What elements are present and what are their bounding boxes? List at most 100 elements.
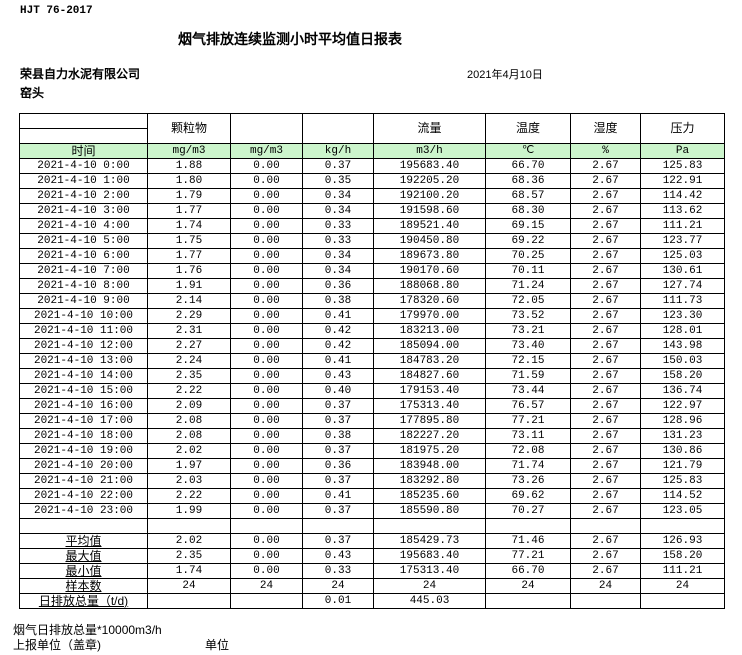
unit-flow: m3/h [373, 143, 486, 159]
table-cell: 111.21 [640, 218, 725, 234]
table-cell: 0.37 [302, 413, 374, 429]
table-cell: 2021-4-10 17:00 [19, 413, 148, 429]
table-cell: 24 [147, 578, 231, 594]
table-cell: 2.14 [147, 293, 231, 309]
table-cell: 1.77 [147, 203, 231, 219]
table-cell: 190450.80 [373, 233, 486, 249]
table-cell [485, 518, 571, 534]
table-cell: 2.03 [147, 473, 231, 489]
table-cell: 0.37 [302, 158, 374, 174]
table-cell: 190170.60 [373, 263, 486, 279]
table-cell: 0.34 [302, 248, 374, 264]
summary-row: 样本数 24 24 24 24 24 24 24 [19, 578, 725, 594]
table-cell: 0.00 [230, 203, 303, 219]
table-cell: 2021-4-10 14:00 [19, 368, 148, 384]
table-cell: 2.67 [570, 458, 641, 474]
table-row: 2021-4-10 19:00 2.02 0.00 0.37 181975.20 72.0… [19, 443, 725, 459]
table-cell: 2.67 [570, 263, 641, 279]
table-cell: 2021-4-10 19:00 [19, 443, 148, 459]
table-cell: 445.03 [373, 593, 486, 609]
table-cell: 2.67 [570, 398, 641, 414]
table-row: 2021-4-10 21:00 2.03 0.00 0.37 183292.80 73.2… [19, 473, 725, 489]
table-cell: 183213.00 [373, 323, 486, 339]
table-cell: 2.67 [570, 503, 641, 519]
table-cell: 24 [640, 578, 725, 594]
table-cell: 184783.20 [373, 353, 486, 369]
unit-particulate: mg/m3 [147, 143, 231, 159]
table-cell: 191598.60 [373, 203, 486, 219]
table-cell: 0.00 [230, 248, 303, 264]
table-cell: 2021-4-10 0:00 [19, 158, 148, 174]
table-cell [373, 518, 486, 534]
summary-row: 最小值 1.74 0.00 0.33 175313.40 66.70 2.67 111.21 [19, 563, 725, 579]
unit-temperature: ℃ [485, 143, 571, 159]
table-cell: 2.24 [147, 353, 231, 369]
table-cell: 0.34 [302, 203, 374, 219]
table-cell: 2021-4-10 3:00 [19, 203, 148, 219]
table-cell: 2021-4-10 10:00 [19, 308, 148, 324]
table-cell: 0.00 [230, 293, 303, 309]
table-cell: 1.91 [147, 278, 231, 294]
table-cell: 0.00 [230, 533, 303, 549]
company-name: 荣县自力水泥有限公司 [20, 67, 141, 81]
table-cell: 77.21 [485, 548, 571, 564]
table-row: 2021-4-10 1:00 1.80 0.00 0.35 192205.20 68.36… [19, 173, 725, 189]
table-cell: 182227.20 [373, 428, 486, 444]
table-row: 2021-4-10 9:00 2.14 0.00 0.38 178320.60 72.05… [19, 293, 725, 309]
table-cell: 0.00 [230, 563, 303, 579]
table-cell: 2021-4-10 9:00 [19, 293, 148, 309]
table-cell: 1.74 [147, 563, 231, 579]
table-cell: 2.35 [147, 548, 231, 564]
table-cell: 71.46 [485, 533, 571, 549]
table-cell: 0.33 [302, 218, 374, 234]
table-cell [19, 518, 148, 534]
table-cell: 122.91 [640, 173, 725, 189]
table-cell: 185590.80 [373, 503, 486, 519]
table-cell: 2021-4-10 8:00 [19, 278, 148, 294]
column-header-blank-3 [302, 113, 374, 144]
table-cell: 123.30 [640, 308, 725, 324]
table-cell: 123.05 [640, 503, 725, 519]
table-cell: 0.00 [230, 263, 303, 279]
table-cell: 2021-4-10 22:00 [19, 488, 148, 504]
table-cell: 0.38 [302, 293, 374, 309]
table-cell: 24 [570, 578, 641, 594]
table-cell: 0.00 [230, 458, 303, 474]
table-cell: 0.34 [302, 188, 374, 204]
table-cell: 最小值 [19, 563, 148, 579]
unit-label: 单位 [205, 638, 230, 652]
table-cell: 0.37 [302, 533, 374, 549]
column-header-particulate: 颗粒物 [147, 113, 231, 144]
table-cell: 183292.80 [373, 473, 486, 489]
table-row: 2021-4-10 4:00 1.74 0.00 0.33 189521.40 69.15… [19, 218, 725, 234]
table-cell: 0.00 [230, 173, 303, 189]
empty-row [19, 518, 725, 534]
table-cell: 126.93 [640, 533, 725, 549]
table-cell: 0.00 [230, 398, 303, 414]
table-cell: 158.20 [640, 548, 725, 564]
table-cell [640, 518, 725, 534]
table-cell: 2.67 [570, 308, 641, 324]
table-cell: 2.67 [570, 203, 641, 219]
table-cell: 0.41 [302, 308, 374, 324]
report-date: 2021年4月10日 [467, 69, 543, 81]
table-cell: 2.08 [147, 428, 231, 444]
table-cell: 73.40 [485, 338, 571, 354]
column-header-blank-2 [230, 113, 303, 144]
table-cell: 0.00 [230, 338, 303, 354]
table-cell: 69.22 [485, 233, 571, 249]
table-cell: 24 [302, 578, 374, 594]
column-header-temperature: 温度 [485, 113, 571, 144]
table-cell: 24 [485, 578, 571, 594]
table-cell: 0.40 [302, 383, 374, 399]
table-cell: 184827.60 [373, 368, 486, 384]
table-cell: 71.74 [485, 458, 571, 474]
table-cell: 136.74 [640, 383, 725, 399]
table-cell: 0.36 [302, 278, 374, 294]
table-cell: 113.62 [640, 203, 725, 219]
table-row: 2021-4-10 8:00 1.91 0.00 0.36 188068.80 71.24… [19, 278, 725, 294]
unit-humidity: % [570, 143, 641, 159]
table-cell: 0.38 [302, 428, 374, 444]
table-cell: 1.80 [147, 173, 231, 189]
table-cell: 0.00 [230, 368, 303, 384]
